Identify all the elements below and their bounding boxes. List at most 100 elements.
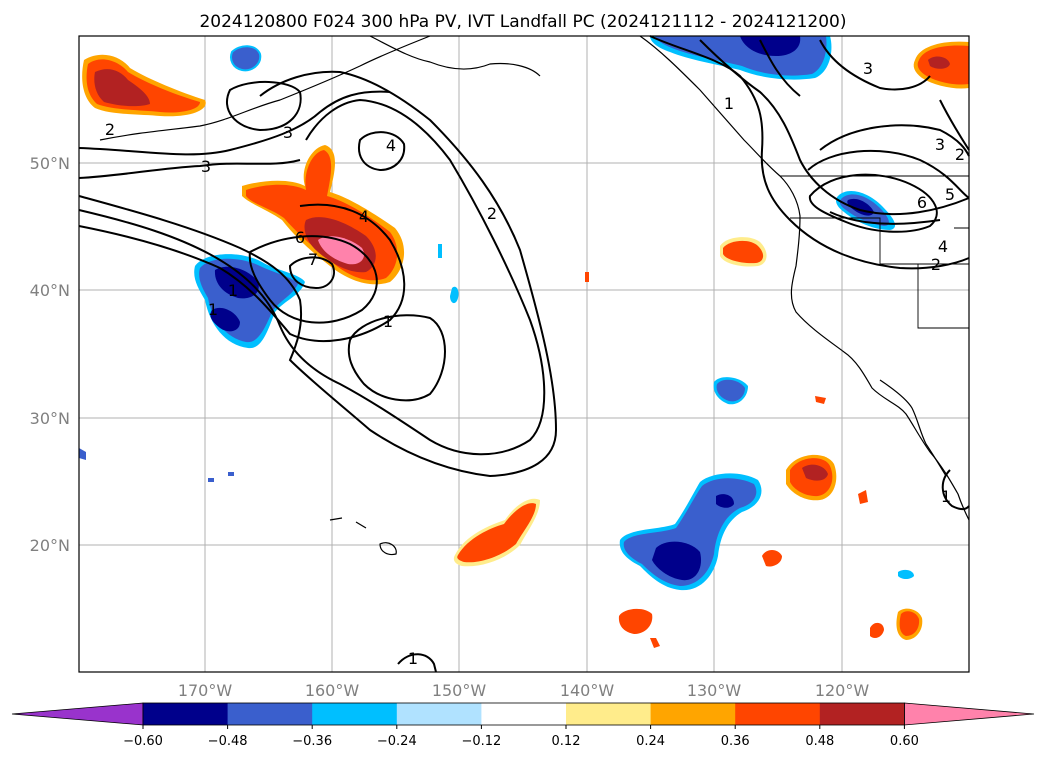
latitude-labels: 50°N 40°N 30°N 20°N — [30, 154, 70, 555]
colorbar-frame — [142, 702, 905, 726]
hawaii-islands — [329, 517, 397, 556]
contour-label: 3 — [283, 123, 293, 142]
contour-line — [699, 39, 970, 216]
contour-line — [759, 39, 970, 151]
contour-label: 4 — [359, 207, 369, 226]
contour-line — [78, 90, 391, 156]
colorbar-segment — [650, 703, 736, 725]
pv-negative-region — [716, 379, 745, 402]
contour-label: 2 — [487, 204, 497, 223]
pv-negative-region — [450, 286, 459, 304]
colorbar-tick-label: −0.12 — [461, 734, 501, 749]
contour-line — [78, 98, 546, 456]
colorbar-segment — [143, 703, 229, 725]
pv-negative-region — [210, 307, 240, 332]
colorbar-segment — [566, 703, 652, 725]
lon-label: 170°W — [178, 681, 233, 700]
pv-positive-region — [870, 622, 884, 638]
contour-label: 6 — [917, 193, 927, 212]
contour-label: 2 — [955, 145, 965, 164]
baja-coast — [879, 379, 947, 477]
colorbar-segment — [819, 703, 905, 725]
contour-line — [78, 70, 558, 478]
colorbar-segment — [227, 703, 313, 725]
colorbar-segment — [396, 703, 482, 725]
colorbar-segment — [735, 703, 821, 725]
contour-labels: 2 3 3 4 4 6 7 1 1 2 1 1 3 3 2 6 5 4 2 1 … — [105, 59, 965, 668]
lon-label: 130°W — [687, 681, 742, 700]
contour-line — [819, 124, 970, 157]
longitude-labels: 170°W 160°W 150°W 140°W 130°W 120°W — [178, 681, 870, 700]
lon-label: 140°W — [560, 681, 615, 700]
pv-negative-region — [898, 569, 914, 579]
contour-label: 3 — [863, 59, 873, 78]
contour-line — [358, 131, 406, 172]
pv-positive-region — [318, 236, 365, 265]
north-america-coast — [639, 35, 970, 521]
pv-positive-region — [762, 550, 782, 567]
colorbar-tick-label: 0.60 — [890, 734, 919, 749]
state-borders — [780, 175, 970, 329]
colorbar-tick-label: 0.24 — [636, 734, 665, 749]
colorbar-segment — [481, 703, 567, 725]
map-panel: 2 3 3 4 4 6 7 1 1 2 1 1 3 3 2 6 5 4 2 1 … — [78, 35, 970, 673]
pv-negative-region — [652, 541, 702, 581]
alaska-coast — [99, 35, 431, 141]
pv-positive-region — [618, 608, 653, 634]
colorbar-extension-min — [11, 702, 144, 726]
contour-label: 1 — [941, 487, 951, 506]
contour-label: 3 — [201, 157, 211, 176]
contour-label: 1 — [724, 94, 734, 113]
pv-positive-region — [723, 240, 764, 264]
colorbar-tick-label: 0.12 — [552, 734, 581, 749]
ivt-contours — [78, 35, 970, 673]
lat-label: 40°N — [30, 281, 70, 300]
contour-label: 1 — [408, 649, 418, 668]
pv-positive-region — [815, 396, 826, 404]
contour-label: 6 — [295, 228, 305, 247]
contour-label: 1 — [383, 312, 393, 331]
contour-label: 4 — [386, 136, 396, 155]
lat-label: 20°N — [30, 536, 70, 555]
pv-positive-region — [858, 490, 868, 504]
contour-line — [347, 314, 446, 402]
contour-label: 2 — [931, 255, 941, 274]
alaska-coast — [369, 35, 541, 77]
map-background — [79, 36, 969, 672]
contour-line — [225, 80, 302, 132]
contour-line — [288, 256, 335, 290]
figure-title: 2024120800 F024 300 hPa PV, IVT Landfall… — [199, 12, 846, 32]
pv-negative-region — [228, 472, 234, 476]
pv-negative-region — [208, 478, 214, 482]
pv-negative-region — [214, 266, 259, 299]
colorbar-tick-label: 0.48 — [805, 734, 834, 749]
contour-line — [808, 173, 938, 233]
colorbar-tick-label: −0.48 — [208, 734, 248, 749]
contour-label: 1 — [228, 281, 238, 300]
coastlines — [99, 35, 970, 556]
pv-negative-region — [438, 244, 442, 258]
contour-label: 2 — [105, 120, 115, 139]
pv-negative-region — [740, 36, 801, 56]
colorbar: −0.60 −0.48 −0.36 −0.24 −0.12 0.12 0.24 0.36 0.4… — [11, 702, 1035, 749]
contour-label: 7 — [308, 250, 318, 269]
pv-positive-region — [650, 638, 660, 648]
contour-label: 5 — [945, 185, 955, 204]
pv-negative-region — [79, 448, 86, 460]
map-frame — [78, 35, 970, 673]
colorbar-tick-label: −0.24 — [377, 734, 417, 749]
contour-line — [248, 235, 378, 324]
lon-label: 160°W — [305, 681, 360, 700]
pv-positive-region — [928, 56, 950, 69]
colorbar-segment — [312, 703, 398, 725]
pv-shading — [79, 36, 969, 648]
contour-label: 1 — [208, 300, 218, 319]
colorbar-tick-label: −0.60 — [123, 734, 163, 749]
pv-negative-region — [230, 45, 262, 72]
lat-label: 50°N — [30, 154, 70, 173]
lon-label: 150°W — [432, 681, 487, 700]
colorbar-tick-label: −0.36 — [292, 734, 332, 749]
contour-label: 3 — [935, 135, 945, 154]
contour-line — [807, 149, 970, 225]
colorbar-extension-max — [904, 702, 1035, 726]
